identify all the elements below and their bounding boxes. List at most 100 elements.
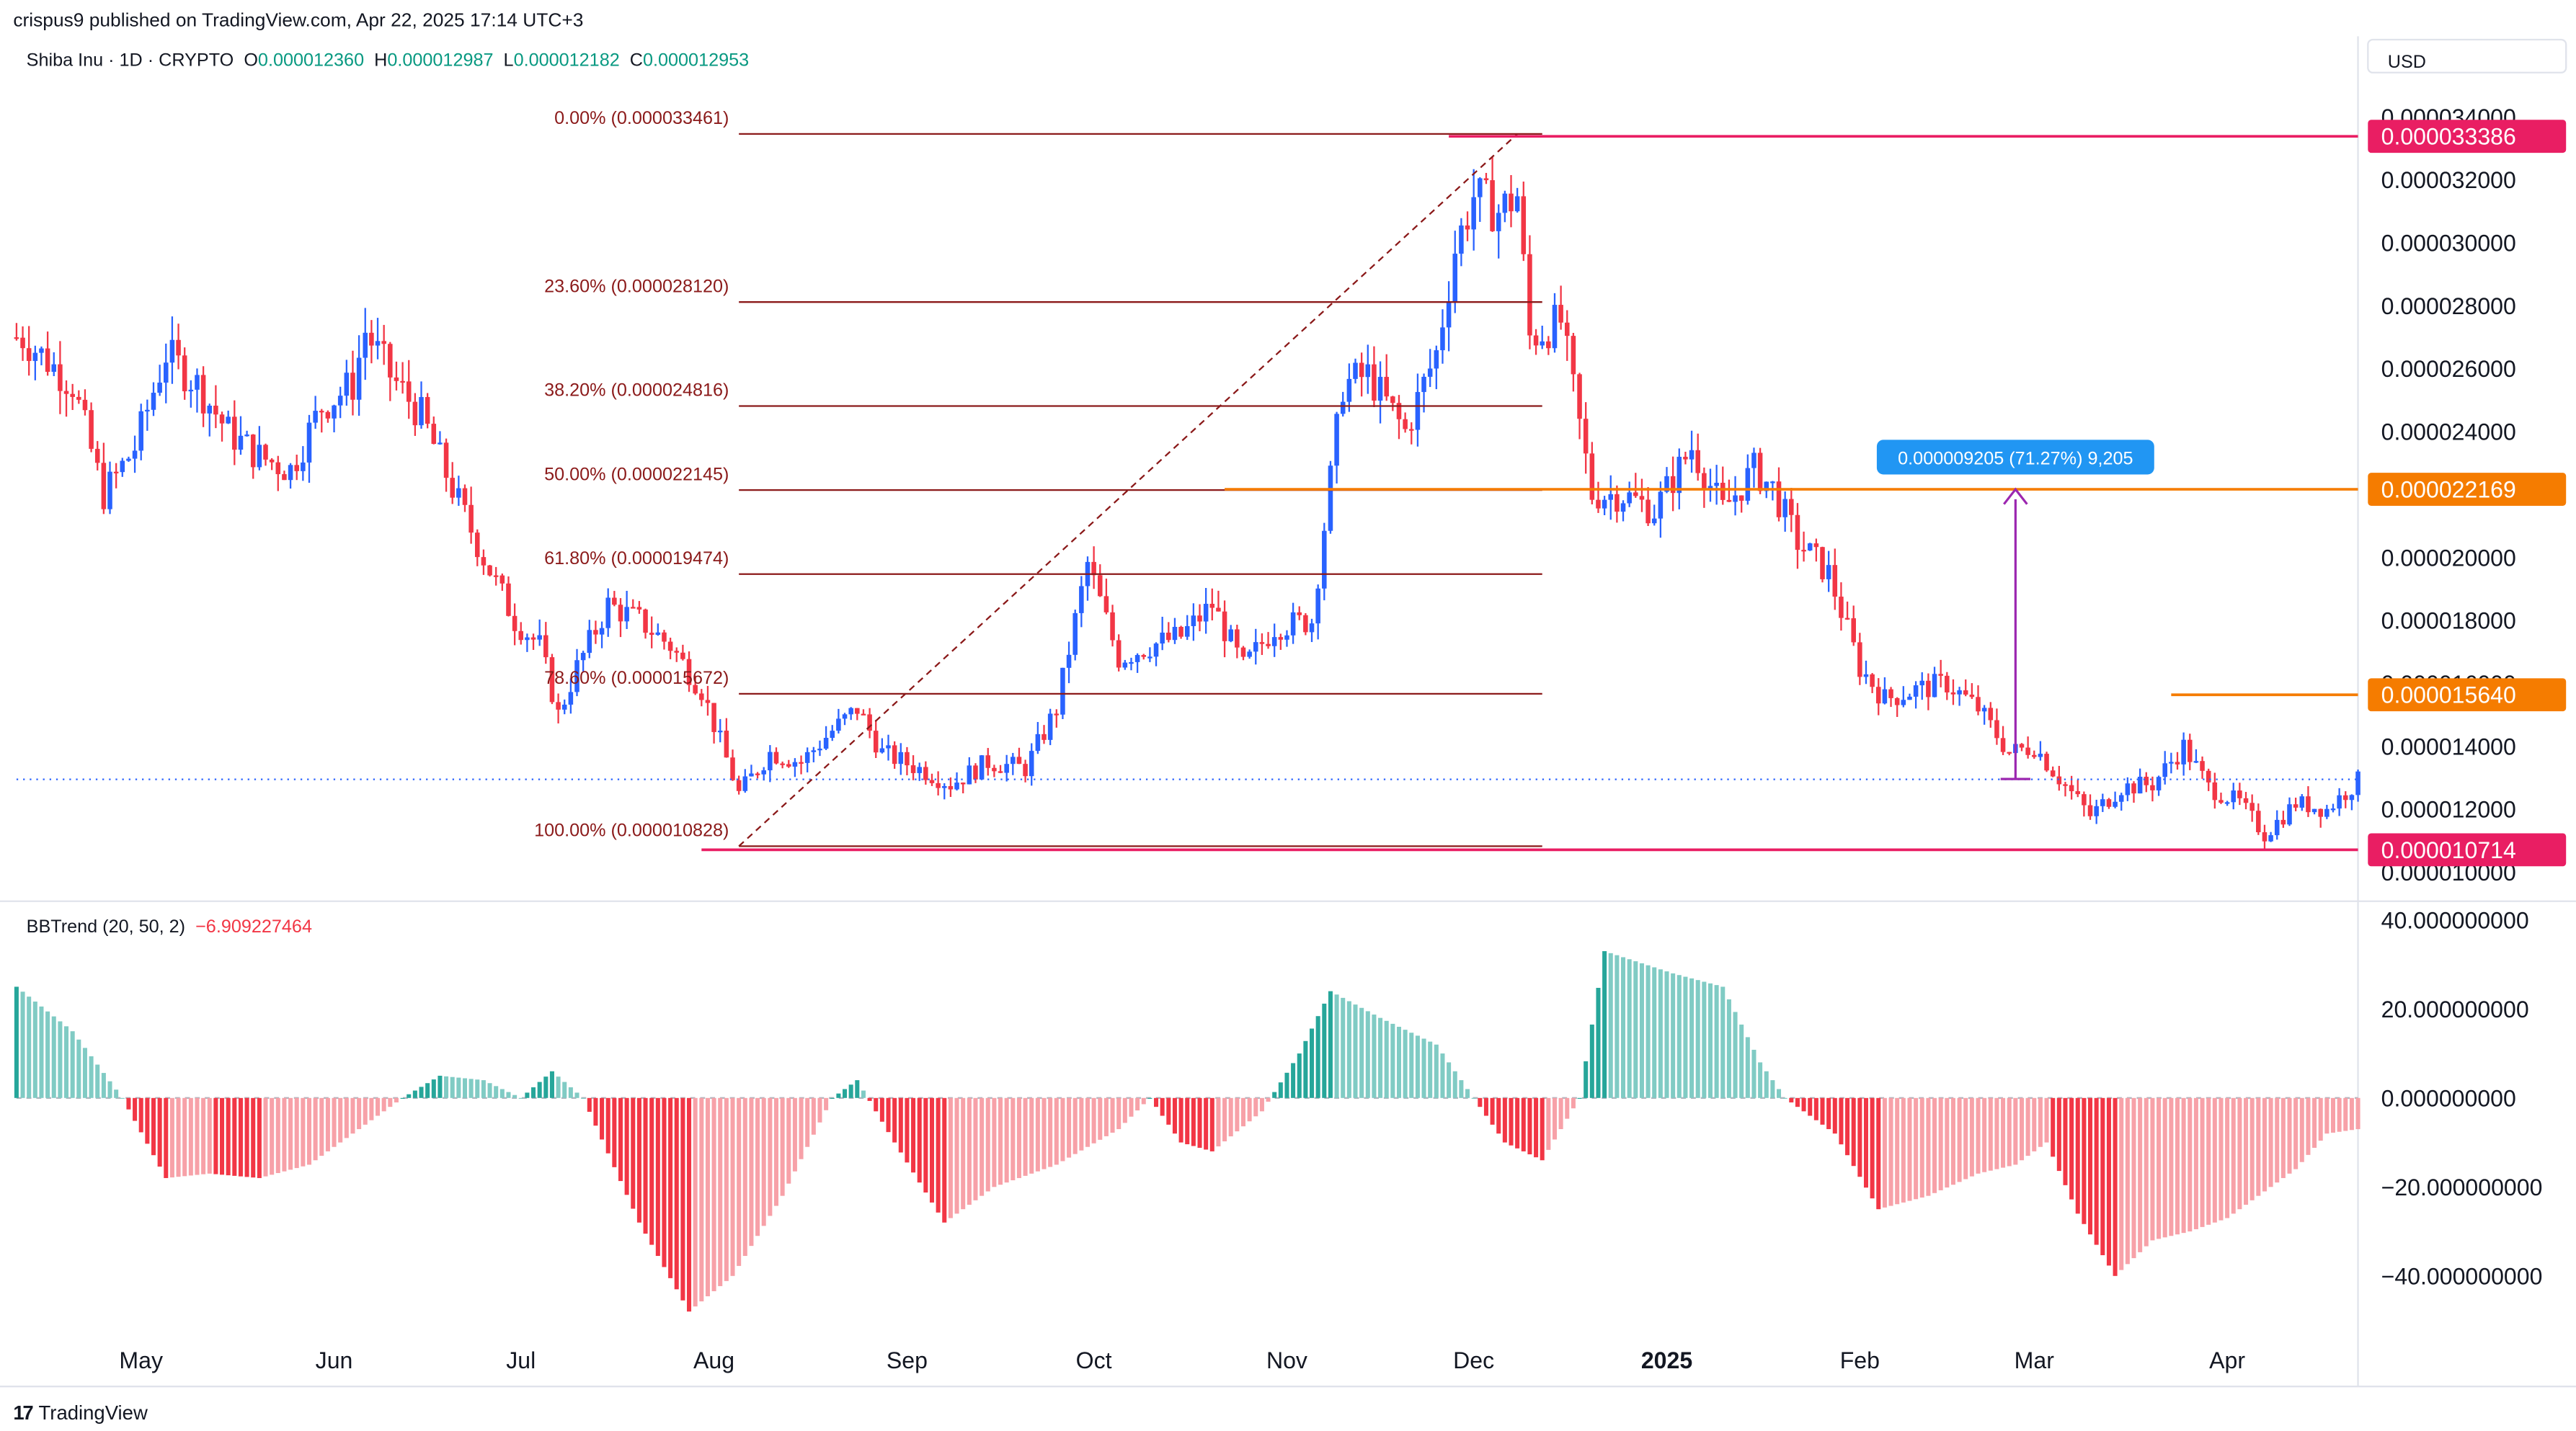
histogram-bar [655, 1097, 660, 1257]
candle-body [667, 641, 673, 651]
histogram-bar [1228, 1097, 1233, 1137]
histogram-bar [1247, 1097, 1252, 1122]
histogram-bar [711, 1097, 716, 1291]
candle-body [711, 703, 716, 732]
candle-body [20, 337, 25, 349]
histogram-bar [1577, 1097, 1582, 1099]
candle-body [973, 765, 978, 780]
histogram-bar [2299, 1097, 2304, 1162]
histogram-bar [251, 1097, 256, 1178]
histogram-bar [1932, 1097, 1937, 1193]
candle-body [879, 748, 885, 753]
histogram-bar [1845, 1097, 1850, 1156]
candle-body [1851, 618, 1856, 643]
candle-body [1297, 612, 1302, 615]
candle-body [14, 337, 19, 339]
candle-body [2200, 761, 2205, 771]
candle-body [2131, 783, 2136, 794]
histogram-bar [1565, 1097, 1570, 1119]
histogram-bar [288, 1097, 293, 1170]
histogram-bar [792, 1097, 797, 1172]
price-tick-label: 0.000012000 [2381, 797, 2516, 823]
histogram-bar [1315, 1016, 1320, 1098]
candle-body [1608, 494, 1614, 500]
candle-body [481, 557, 487, 566]
histogram-bar [1197, 1097, 1202, 1148]
candle-body [1047, 713, 1053, 740]
histogram-bar [1969, 1097, 1974, 1177]
price-tick-label: 0.000018000 [2381, 608, 2516, 634]
candle-body [51, 364, 57, 373]
candle-body [1153, 643, 1159, 657]
candle-body [2007, 752, 2012, 754]
candle-body [1888, 689, 1893, 698]
candle-body [288, 465, 293, 481]
candle-body [618, 605, 623, 622]
candle-body [2038, 754, 2043, 757]
candle-body [412, 401, 418, 426]
histogram-bar [1770, 1080, 1775, 1098]
histogram-bar [1459, 1080, 1464, 1098]
candle-body [1571, 336, 1576, 375]
histogram-bar [985, 1097, 990, 1192]
histogram-bar [226, 1097, 231, 1176]
candle-body [26, 348, 32, 361]
time-tick-label: Aug [693, 1347, 734, 1373]
histogram-bar [2330, 1097, 2336, 1133]
histogram-bar [1365, 1011, 1370, 1098]
histogram-bar [1515, 1097, 1520, 1149]
histogram-bar [425, 1083, 430, 1098]
candle-body [804, 752, 810, 763]
candle-body [1558, 305, 1563, 323]
price-label-text: 0.000033386 [2381, 124, 2516, 150]
histogram-bar [444, 1076, 449, 1098]
candle-body [1589, 453, 1595, 500]
candle-body [2231, 790, 2237, 803]
candle-body [941, 785, 947, 788]
candle-body [674, 651, 680, 653]
candle-body [730, 757, 735, 780]
fib-level-label: 23.60% (0.000028120) [544, 276, 729, 296]
histogram-bar [2032, 1097, 2037, 1151]
indicator-legend[interactable]: BBTrend (20, 50, 2) −6.909227464 [27, 918, 312, 937]
candle-body [761, 770, 766, 775]
candle-body [294, 465, 299, 471]
candle-body [936, 783, 941, 788]
histogram-bar [301, 1097, 306, 1167]
histogram-bar [1895, 1097, 1900, 1205]
histogram-bar [95, 1064, 100, 1098]
histogram-bar [1011, 1097, 1016, 1181]
price-tick-label: 0.000032000 [2381, 167, 2516, 193]
symbol-name[interactable]: Shiba Inu · 1D · CRYPTO [26, 51, 234, 71]
price-tick-label: 0.000030000 [2381, 231, 2516, 257]
histogram-bar [1116, 1097, 1122, 1130]
candle-body [32, 352, 38, 361]
candle-body [363, 332, 368, 358]
currency-button[interactable]: USD [2387, 53, 2427, 73]
low-value: 0.000012182 [513, 51, 620, 71]
histogram-bar [718, 1097, 723, 1286]
candle-body [1981, 708, 1987, 712]
histogram-bar [892, 1097, 897, 1143]
price-label-text: 0.000010714 [2381, 837, 2516, 863]
candle-body [2262, 832, 2268, 842]
histogram-bar [1745, 1037, 1750, 1098]
time-tick-label: Mar [2015, 1347, 2055, 1373]
candle-body [145, 409, 150, 412]
histogram-bar [1098, 1097, 1103, 1140]
candle-body [543, 635, 548, 658]
candle-body [1209, 603, 1215, 608]
candle-body [1377, 377, 1383, 401]
candle-body [1421, 376, 1426, 393]
histogram-bar [1103, 1097, 1109, 1136]
histogram-bar [662, 1097, 667, 1267]
candle-body [1290, 612, 1296, 636]
candle-body [1353, 362, 1358, 379]
time-tick-label: Jun [316, 1347, 353, 1373]
histogram-bar [213, 1097, 218, 1174]
candle-body [2181, 739, 2186, 764]
histogram-bar [1048, 1097, 1053, 1167]
candle-body [1247, 651, 1252, 657]
candle-body [394, 377, 399, 381]
